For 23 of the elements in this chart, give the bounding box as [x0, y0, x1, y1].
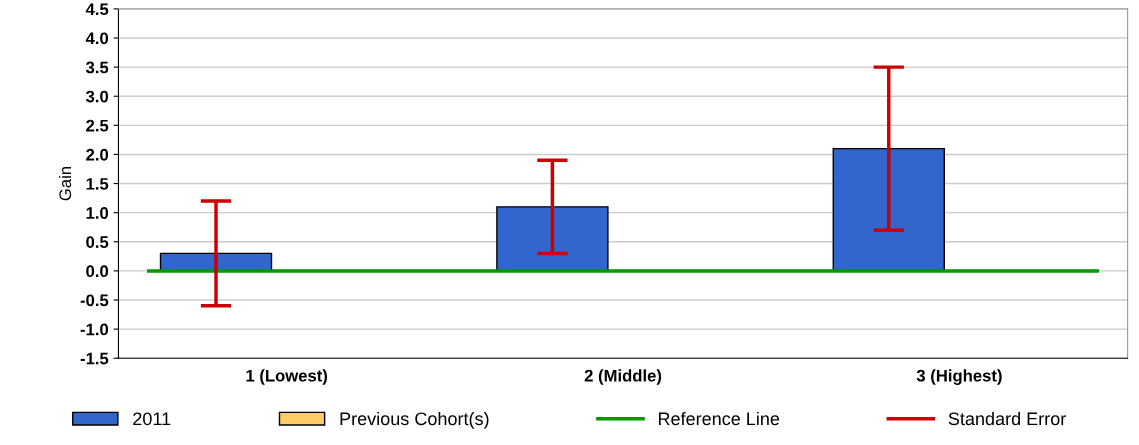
- y-tick-label: 2.5: [86, 119, 109, 132]
- y-tick-label: -1.5: [80, 352, 109, 365]
- y-tick-label: 4.0: [85, 32, 109, 45]
- legend-label: Reference Line: [658, 411, 780, 426]
- bar: [496, 206, 609, 272]
- y-tick-label: 0.5: [86, 236, 109, 248]
- y-tick-label: 0.0: [86, 265, 109, 278]
- y-tick-label: 1.5: [86, 178, 109, 190]
- x-tick-label: 1 (Lowest): [246, 369, 328, 385]
- y-tick-label: -0.5: [80, 294, 109, 307]
- text: Standard Error: [948, 411, 1066, 426]
- legend-label: Previous Cohort(s): [340, 411, 489, 429]
- bar: [832, 147, 945, 272]
- y-tick-label: 1.0: [86, 207, 109, 219]
- y-tick-label: 3.0: [85, 90, 109, 103]
- y-tick-label: -1.0: [80, 323, 109, 336]
- y-tick-label: 4.5: [85, 3, 109, 16]
- y-tick-label: 3.5: [85, 61, 109, 74]
- legend-label: 2011: [133, 412, 171, 426]
- y-axis-title: Gain: [58, 167, 72, 201]
- x-tick-label: 3 (Highest): [916, 369, 1002, 385]
- x-tick-label: 2 (Middle): [584, 369, 662, 385]
- y-tick-label: 2.0: [86, 148, 109, 161]
